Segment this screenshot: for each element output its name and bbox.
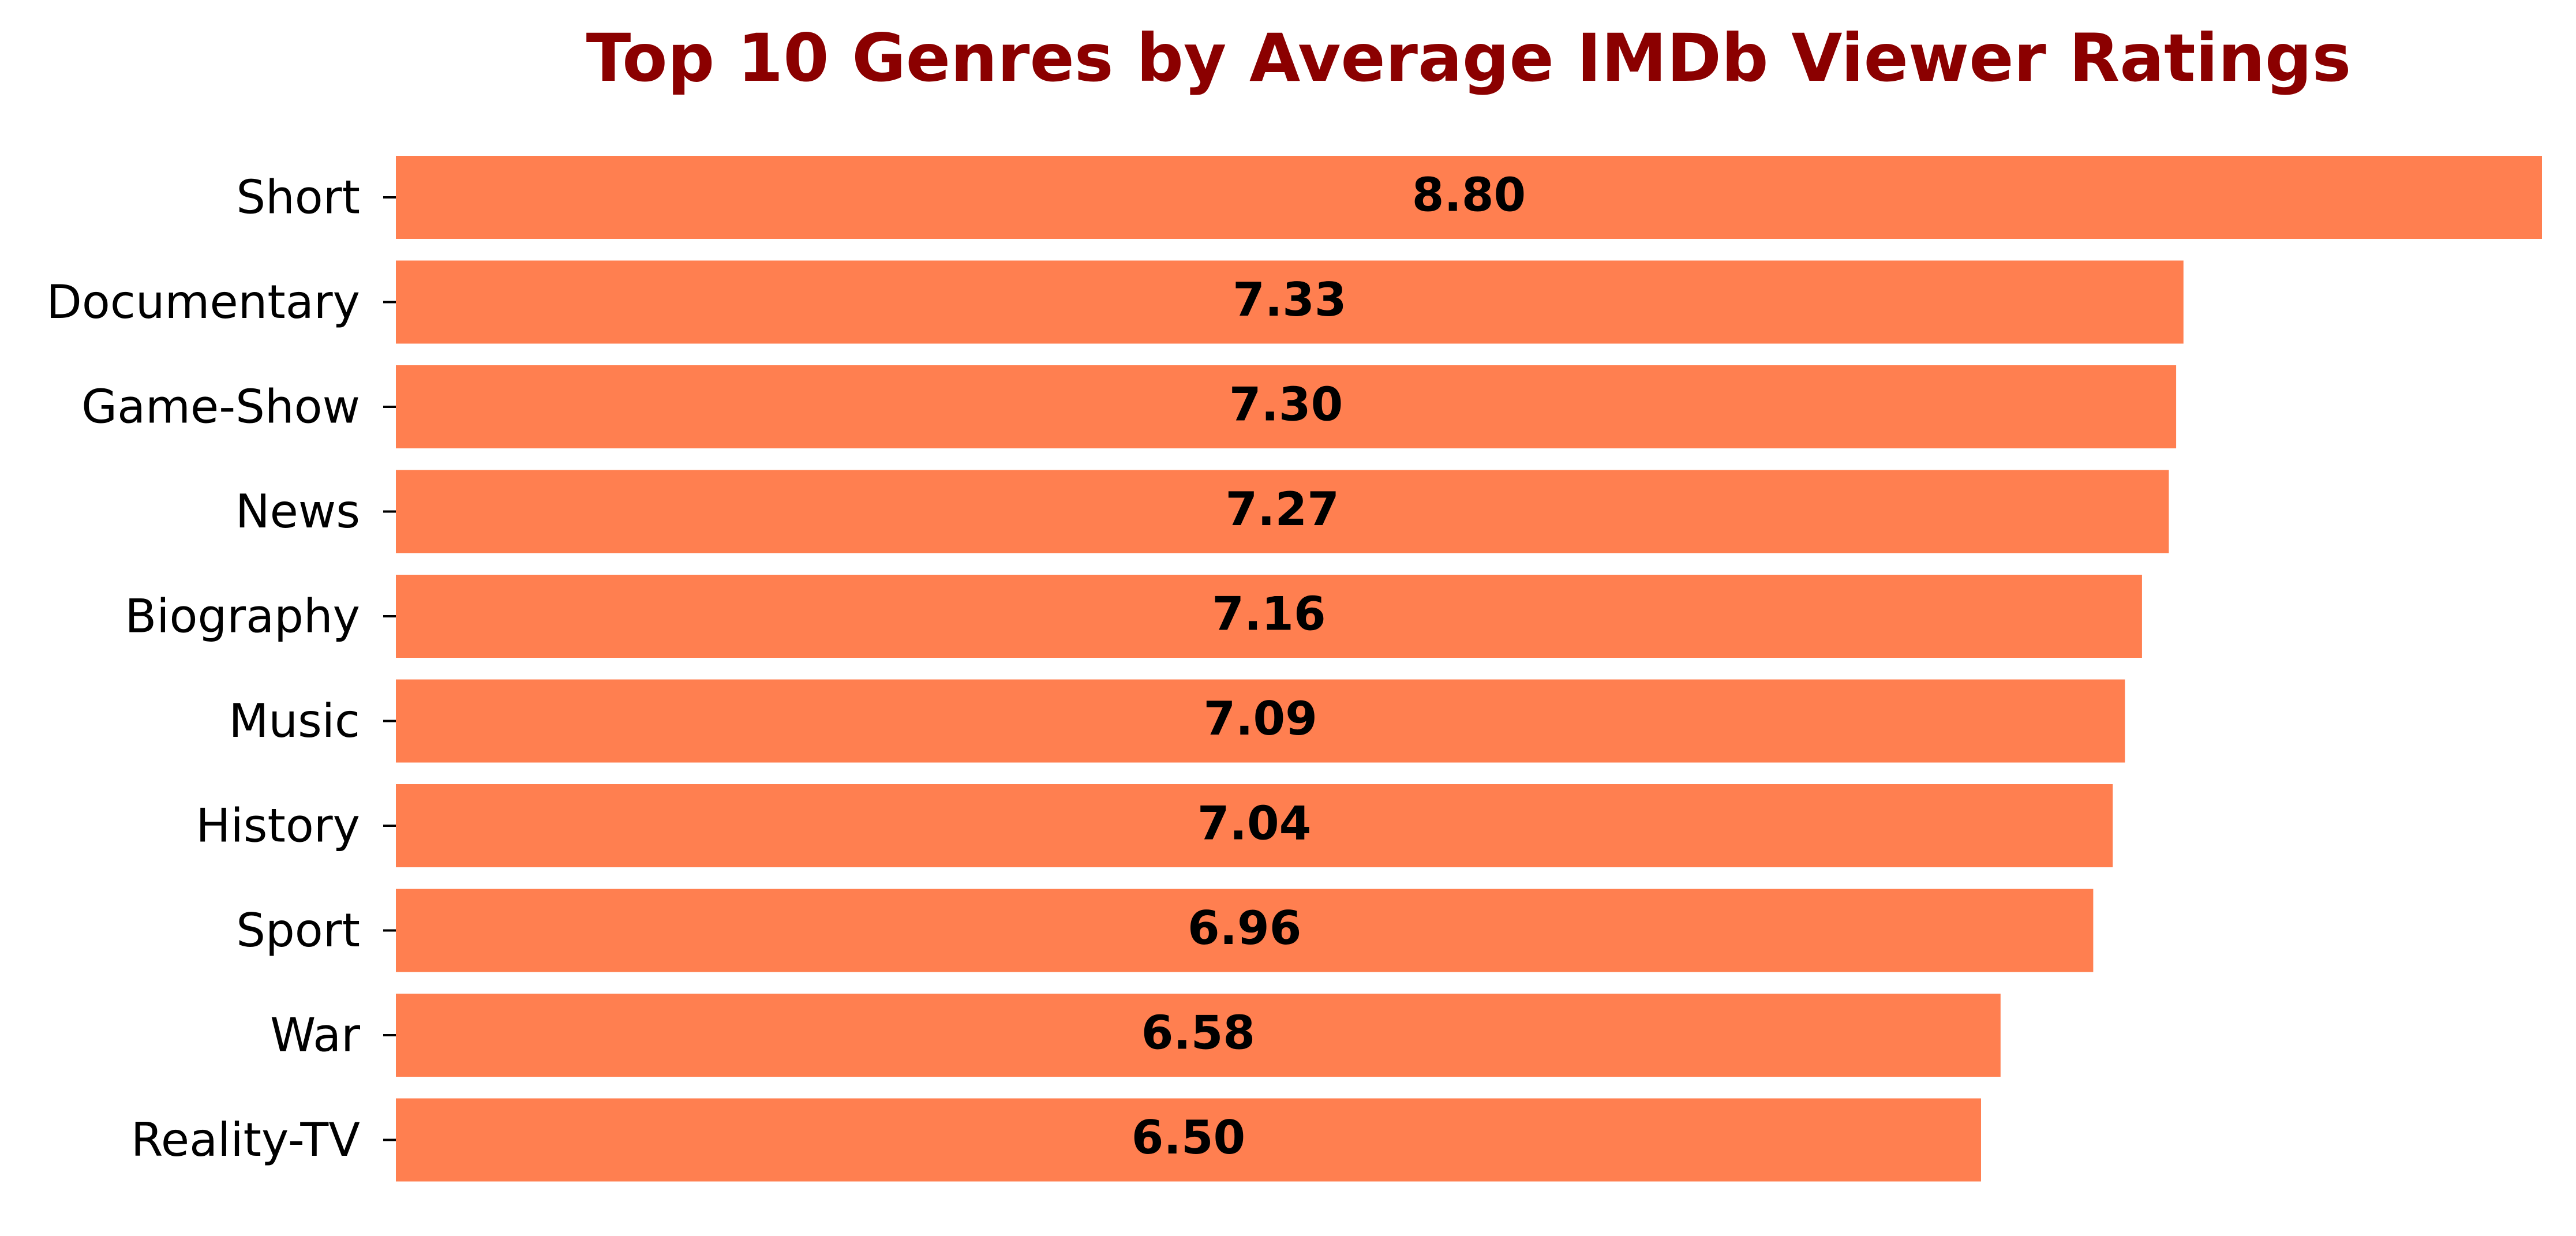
bar-sport: [396, 889, 2094, 972]
value-label-news: 7.27: [1226, 482, 1339, 536]
bar-documentary: [396, 260, 2184, 344]
bar-news: [396, 470, 2169, 553]
y-tick-label-news: News: [235, 485, 360, 538]
value-label-documentary: 7.33: [1233, 273, 1346, 327]
value-labels: 8.80 7.33 7.30 7.27 7.16 7.09 7.04 6.96 6.58 6.50: [1132, 168, 1526, 1165]
bar-history: [396, 784, 2113, 867]
y-tick-label-history: History: [196, 799, 360, 853]
bar-game-show: [396, 365, 2177, 448]
y-tick-label-biography: Biography: [125, 590, 360, 643]
chart-title: Top 10 Genres by Average IMDb Viewer Rat…: [586, 20, 2352, 96]
y-tick-label-game-show: Game-Show: [81, 380, 360, 434]
y-tick-label-sport: Sport: [236, 904, 360, 957]
value-label-biography: 7.16: [1212, 587, 1326, 641]
y-tick-label-music: Music: [229, 694, 360, 748]
value-label-sport: 6.96: [1188, 901, 1301, 955]
value-label-music: 7.09: [1203, 692, 1317, 746]
value-label-history: 7.04: [1197, 797, 1311, 851]
bar-reality-tv: [396, 1098, 1981, 1182]
bar-short: [396, 156, 2542, 239]
bar-biography: [396, 575, 2142, 658]
bars-layer: [396, 156, 2542, 1182]
value-label-game-show: 7.30: [1229, 378, 1343, 432]
y-tick-label-documentary: Documentary: [46, 275, 360, 329]
y-axis: Short Documentary Game-Show News Biography Mu…: [46, 171, 396, 1167]
value-label-war: 6.58: [1141, 1006, 1255, 1060]
bar-music: [396, 679, 2125, 763]
value-label-short: 8.80: [1412, 168, 1526, 222]
y-tick-label-reality-tv: Reality-TV: [131, 1113, 360, 1167]
bar-war: [396, 994, 2001, 1077]
y-tick-label-short: Short: [236, 171, 360, 224]
y-tick-label-war: War: [270, 1009, 360, 1062]
value-label-reality-tv: 6.50: [1132, 1111, 1245, 1164]
